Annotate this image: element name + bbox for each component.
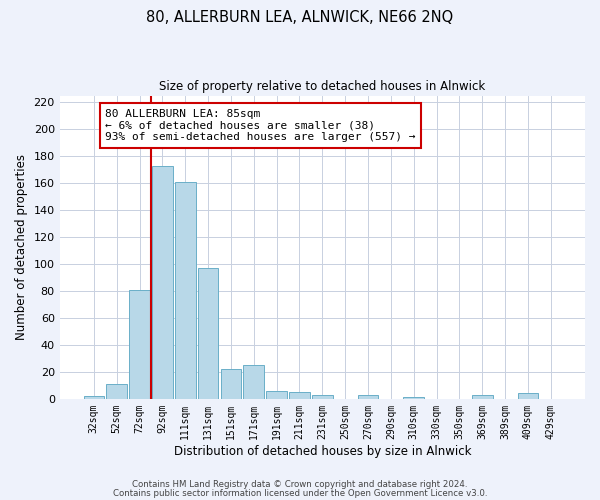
Title: Size of property relative to detached houses in Alnwick: Size of property relative to detached ho… xyxy=(159,80,485,93)
Bar xyxy=(266,390,287,399)
Text: Contains public sector information licensed under the Open Government Licence v3: Contains public sector information licen… xyxy=(113,488,487,498)
Bar xyxy=(221,369,241,399)
Bar xyxy=(244,365,264,399)
X-axis label: Distribution of detached houses by size in Alnwick: Distribution of detached houses by size … xyxy=(173,444,471,458)
Bar xyxy=(472,395,493,399)
Text: Contains HM Land Registry data © Crown copyright and database right 2024.: Contains HM Land Registry data © Crown c… xyxy=(132,480,468,489)
Bar xyxy=(106,384,127,399)
Bar xyxy=(152,166,173,399)
Bar xyxy=(403,398,424,399)
Bar xyxy=(289,392,310,399)
Bar xyxy=(312,395,332,399)
Bar xyxy=(129,290,150,399)
Bar xyxy=(83,396,104,399)
Bar xyxy=(198,268,218,399)
Bar xyxy=(518,394,538,399)
Y-axis label: Number of detached properties: Number of detached properties xyxy=(15,154,28,340)
Bar xyxy=(175,182,196,399)
Bar xyxy=(358,395,379,399)
Text: 80 ALLERBURN LEA: 85sqm
← 6% of detached houses are smaller (38)
93% of semi-det: 80 ALLERBURN LEA: 85sqm ← 6% of detached… xyxy=(105,109,416,142)
Text: 80, ALLERBURN LEA, ALNWICK, NE66 2NQ: 80, ALLERBURN LEA, ALNWICK, NE66 2NQ xyxy=(146,10,454,25)
